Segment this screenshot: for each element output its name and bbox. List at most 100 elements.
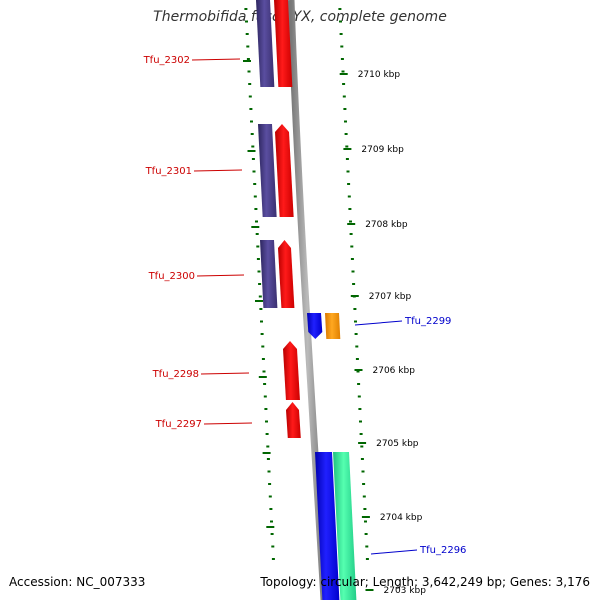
scale-tick-major-right [339,73,348,75]
scale-tick-minor-right [340,58,344,60]
scale-tick-minor-right [356,370,360,373]
scale-tick-minor-left [261,358,265,360]
scale-tick-major-right [350,295,359,297]
scale-tick-minor-left [260,320,263,323]
scale-tick-minor-left [270,533,274,535]
scale-tick-minor-left [253,195,257,198]
scale-tick-major-right [365,589,374,591]
cds-tfu-2296-blue [315,452,340,600]
scale-tick-minor-right [346,170,350,173]
scale-tick-major-left [266,526,275,528]
leader-line-left [193,169,243,172]
map-title: Thermobifida fusca YX, complete genome [153,9,447,25]
scale-tick-major-left [262,452,271,454]
scale-tick-minor-right [363,508,367,510]
scale-tick-minor-left [265,433,269,435]
scale-tick-minor-left [250,120,253,123]
scale-tick-minor-left [257,270,261,273]
leader-line-left [191,58,241,61]
scale-tick-minor-right [339,33,343,35]
scale-tick-minor-left [263,383,267,385]
scale-tick-minor-right [347,183,351,185]
scale-tick-minor-left [248,83,252,85]
scale-tick-minor-left [258,295,262,298]
cds-arrow-tfu-2297 [286,402,301,438]
scale-tick-minor-right [353,308,357,310]
kbp-tick-label: 2710 kbp [358,70,401,80]
scale-tick-minor-left [245,33,249,35]
cds-arrow-tfu-2301 [275,124,294,217]
scale-tick-minor-right [350,245,354,248]
scale-tick-minor-right [362,495,366,498]
scale-tick-minor-left [271,545,275,548]
kbp-tick-label: 2703 kbp [384,586,427,596]
scale-tick-minor-right [343,108,347,110]
scale-tick-minor-right [354,320,357,323]
feature-tfu-2299-orange [325,313,341,339]
scale-tick-minor-left [266,458,270,460]
scale-tick-minor-left [256,258,260,260]
scale-tick-minor-right [340,45,344,48]
leader-line-left [203,422,253,425]
scale-tick-major-right [347,223,356,225]
scale-tick-minor-left [271,558,275,560]
scale-tick-minor-right [354,333,358,335]
scale-tick-minor-left [266,445,270,448]
scale-tick-minor-left [267,470,271,473]
kbp-tick-label: 2708 kbp [365,220,408,230]
scale-tick-minor-right [364,520,367,523]
gene-label-tfu-2297: Tfu_2297 [155,419,202,430]
scale-tick-minor-left [249,108,253,110]
scale-ticks: 2710 kbp 2709 kbp 2708 kbp 2707 kbp 2706 kbp… [243,8,426,596]
scale-tick-minor-left [264,408,268,410]
scale-tick-minor-left [254,208,258,210]
scale-tick-major-left [243,60,251,62]
scale-tick-major-left [258,376,267,378]
leader-line-left [200,372,250,375]
scale-tick-major-right [361,516,370,518]
gene-label-tfu-2299: Tfu_2299 [404,316,451,327]
leader-line-left [196,274,245,277]
scale-tick-minor-left [253,183,257,185]
scale-tick-minor-right [361,470,365,473]
scale-tick-minor-right [364,533,368,535]
scale-tick-minor-left [260,333,264,335]
scale-tick-minor-right [342,83,346,85]
scale-tick-minor-right [341,70,345,73]
scale-tick-minor-right [360,458,364,460]
gene-label-tfu-2300: Tfu_2300 [148,271,195,282]
scale-tick-minor-left [258,283,262,285]
scale-tick-minor-left [270,520,273,523]
scale-tick-minor-right [357,383,361,385]
scale-tick-minor-left [245,20,248,23]
scale-tick-minor-right [349,220,352,223]
scale-tick-major-right [354,369,363,371]
scale-tick-minor-right [338,8,342,10]
kbp-tick-label: 2706 kbp [373,366,416,376]
scale-tick-minor-left [252,170,256,173]
scale-tick-minor-left [268,483,272,485]
accession-text: Accession: NC_007333 [9,575,146,589]
scale-tick-minor-right [351,270,355,273]
scale-tick-minor-left [255,233,259,235]
feature-layer [256,0,357,600]
kbp-tick-label: 2709 kbp [361,145,404,155]
scale-tick-major-left [255,300,263,302]
scale-tick-minor-left [251,158,255,160]
scale-tick-minor-left [251,145,255,148]
kbp-tick-label: 2707 kbp [369,292,412,302]
scale-tick-minor-left [246,58,250,60]
scale-tick-minor-right [350,258,354,260]
scale-tick-minor-left [247,70,251,73]
cds-arrow-tfu-2298 [283,341,300,400]
scale-tick-minor-right [349,233,353,235]
scale-tick-minor-left [259,308,263,310]
scale-tick-minor-right [359,433,363,435]
cog-block-tfu-2301 [258,124,277,217]
scale-tick-minor-left [256,245,260,248]
scale-tick-major-left [251,226,260,228]
scale-tick-minor-left [269,508,273,510]
gene-label-tfu-2302: Tfu_2302 [143,55,190,66]
scale-tick-minor-right [344,120,347,123]
